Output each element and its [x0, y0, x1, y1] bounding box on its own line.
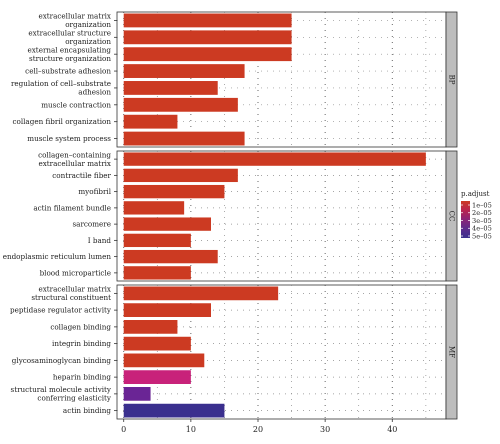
category-label: extracellular matrix organization [38, 12, 111, 29]
category-label: myofibril [78, 187, 111, 196]
bar [123, 97, 238, 112]
legend-label: 4e–05 [472, 225, 492, 233]
bar [123, 320, 178, 334]
category-label: actin binding [63, 406, 111, 415]
x-tick-label: 30 [320, 425, 330, 434]
bar [123, 131, 245, 146]
bar [123, 114, 178, 129]
category-label: heparin binding [53, 373, 111, 382]
category-label: muscle contraction [41, 100, 111, 109]
category-label: blood microparticle [40, 268, 111, 277]
category-label: I band [88, 236, 112, 245]
bar [123, 201, 185, 215]
legend-colorbar [461, 201, 470, 238]
legend-label: 2e–05 [472, 209, 492, 217]
category-label: glycosaminoglycan binding [12, 356, 112, 365]
bar [123, 336, 191, 351]
bar [123, 81, 218, 95]
category-label: regulation of cell–substrate adhesion [11, 79, 111, 96]
category-label: external encapsulating structure organiza… [28, 45, 112, 62]
bar [123, 286, 279, 301]
bar [123, 47, 292, 62]
facet-strip [445, 150, 458, 282]
category-label: contractile fiber [52, 171, 111, 180]
bar [123, 233, 191, 248]
category-label: peptidase regulator activity [10, 306, 112, 315]
bar [123, 152, 426, 166]
x-tick-label: 40 [387, 425, 397, 434]
bar [123, 217, 211, 231]
category-label: sarcomere [72, 220, 111, 229]
bar [123, 370, 191, 384]
category-label: endoplasmic reticulum lumen [3, 252, 112, 261]
x-tick-label: 0 [121, 425, 126, 434]
bar [123, 403, 225, 418]
category-label: extracellular structure organization [28, 29, 111, 46]
category-label: collagen fibril organization [12, 117, 111, 126]
category-label: collagen–containing extracellular matrix [38, 150, 111, 167]
facet-strip [445, 11, 458, 148]
legend-label: 1e–05 [472, 201, 492, 209]
x-tick-label: 10 [186, 425, 196, 434]
legend-title: p.adjust [461, 190, 490, 198]
x-tick-label: 20 [253, 425, 263, 434]
bar [123, 168, 238, 183]
category-label: actin filament bundle [33, 203, 111, 212]
category-label: extracellular matrix structural constitue… [31, 285, 111, 302]
facet-strip [445, 284, 458, 420]
bar [123, 13, 292, 28]
category-label: integrin binding [52, 339, 111, 348]
bar [123, 64, 245, 78]
bar [123, 387, 151, 401]
category-label: muscle system process [27, 134, 111, 143]
category-label: collagen binding [50, 322, 111, 331]
bar [123, 30, 292, 45]
facet-strip-label: BP [448, 75, 456, 85]
category-label: cell–substrate adhesion [25, 67, 111, 76]
facet-strip-label: MF [448, 346, 456, 358]
bar [123, 184, 225, 199]
bar [123, 249, 218, 264]
facet-strip-label: CC [448, 211, 456, 222]
bar [123, 353, 205, 368]
legend-label: 3e–05 [472, 217, 492, 225]
category-label: structural molecule activity conferring e… [11, 385, 112, 402]
bar [123, 266, 191, 280]
legend-label: 5e–05 [472, 232, 492, 240]
bar [123, 303, 211, 317]
